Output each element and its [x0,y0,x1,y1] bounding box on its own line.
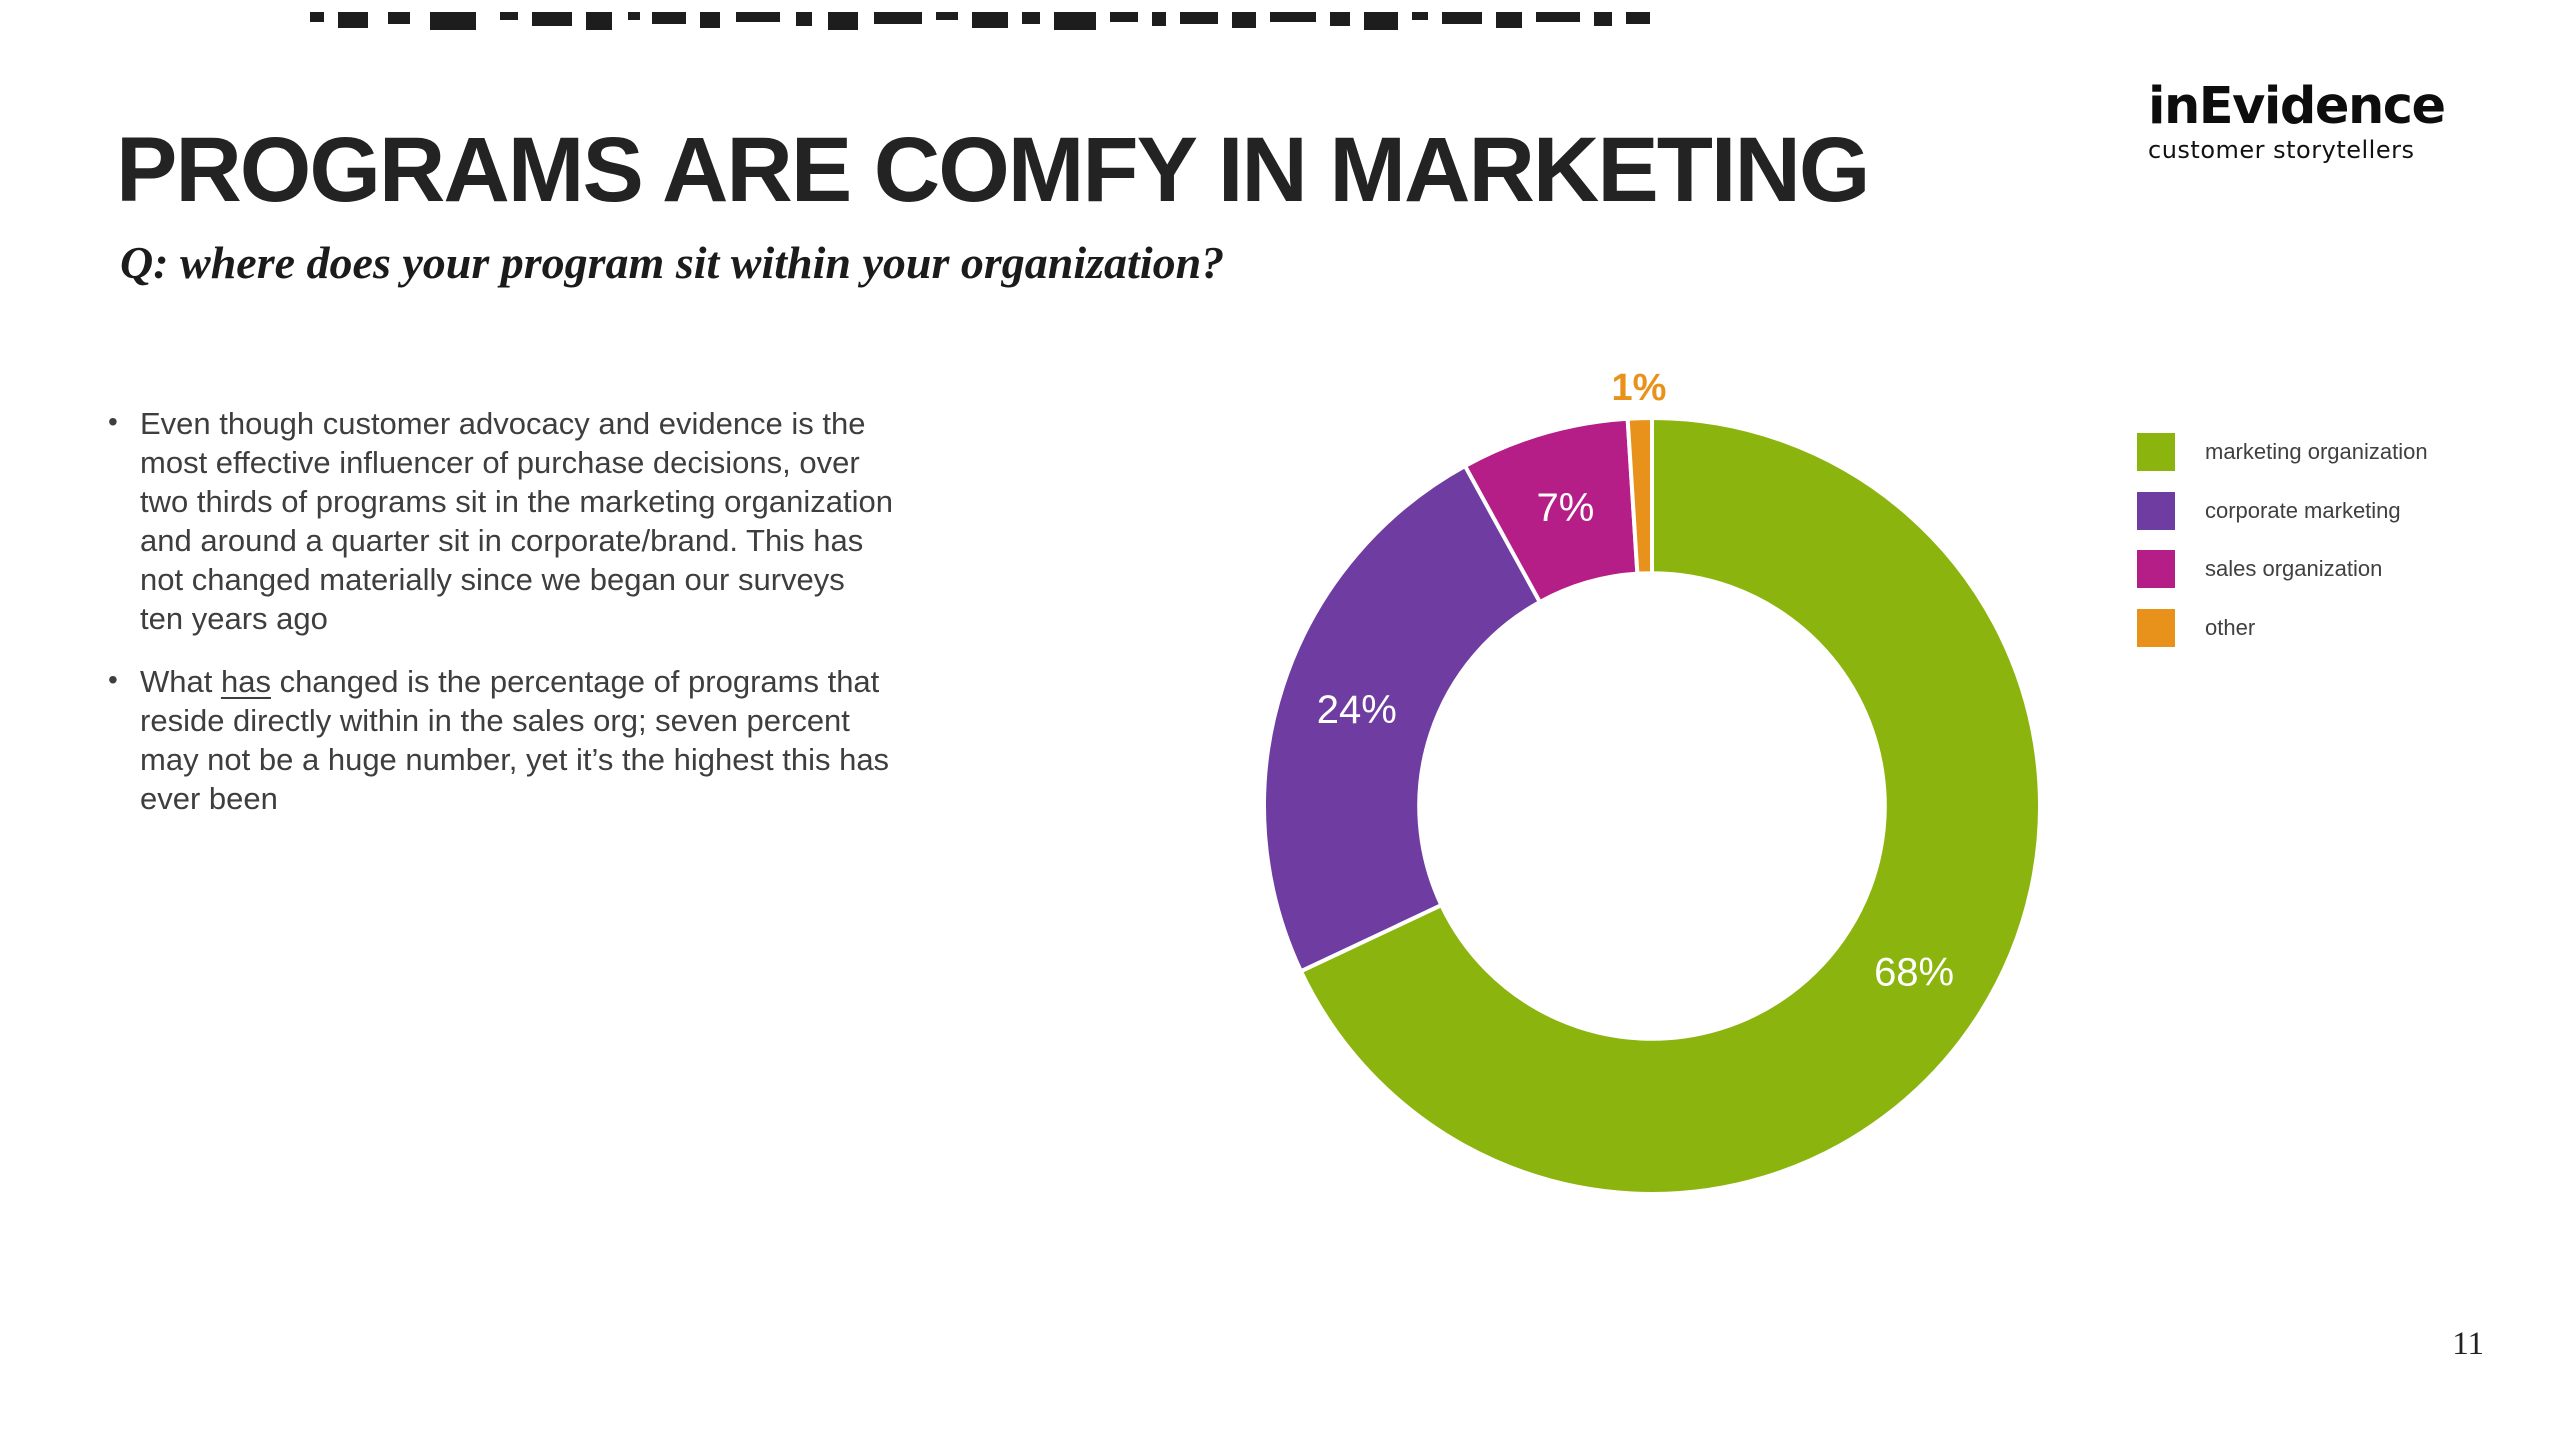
cutoff-text-dash [1232,12,1256,28]
cutoff-text-dash [652,12,686,24]
cutoff-text-dash [1594,12,1612,26]
legend-item-sales-organization: sales organization [2137,550,2537,588]
legend-swatch [2137,550,2175,588]
legend-swatch [2137,433,2175,471]
legend-item-other: other [2137,608,2537,647]
cutoff-text-dash [388,12,410,24]
bullet-dot: • [108,664,118,695]
logo: inEvidence customer storytellers [2148,77,2478,165]
legend-label: corporate marketing [2205,497,2401,523]
cutoff-text-dash [1364,12,1398,30]
logo-wordmark: inEvidence [2148,77,2446,136]
cutoff-text-dash [310,12,324,22]
legend-label: other [2205,614,2256,640]
bullet-2-text-post: changed is the percentage of programs th… [140,664,890,816]
donut-segment-corporate-marketing [1264,463,1543,974]
cutoff-text-dash [972,12,1008,28]
legend-item-corporate-marketing: corporate marketing [2137,491,2537,530]
bullet-2-text-pre: What [140,664,221,699]
page-title: PROGRAMS ARE COMFY IN MARKETING [116,119,1870,221]
legend-label: marketing organization [2205,439,2428,464]
bullet-list: • Even though customer advocacy and evide… [100,404,895,818]
cutoff-text-dash [1180,12,1218,24]
legend-item-marketing-organization: marketing organization [2137,433,2537,471]
bullet-item-2: • What has changed is the percentage of p… [100,662,895,818]
donut-data-label-7pct: 7% [1536,486,1594,530]
cutoff-text-dash [1626,12,1650,24]
page-number: 11 [2452,1326,2484,1362]
bullet-2-underlined-word: has [220,664,271,699]
donut-chart: 68% 24% 7% 1% [1264,367,2040,1194]
bullet-1-text: Even though customer advocacy and eviden… [140,406,893,636]
donut-data-label-68pct: 68% [1874,950,1954,994]
top-edge-cutoff-text-artifact [0,0,2560,40]
cutoff-text-dash [1054,12,1096,30]
cutoff-text-dash [1330,12,1350,26]
legend-label: sales organization [2205,556,2383,581]
cutoff-text-dash [1270,12,1316,22]
cutoff-text-dash [586,12,612,30]
cutoff-text-dash [500,12,518,20]
cutoff-text-dash [430,12,476,30]
donut-segment-marketing-organization [1298,415,2040,1194]
cutoff-text-dash [338,12,368,28]
legend-swatch [2137,491,2175,530]
legend-swatch [2137,608,2175,647]
cutoff-text-dash [1496,12,1522,28]
bullet-item-1: • Even though customer advocacy and evide… [100,404,895,638]
cutoff-text-dash [828,12,858,30]
donut-data-label-24pct: 24% [1317,688,1397,732]
cutoff-text-dash [736,12,780,22]
cutoff-text-dash [532,12,572,26]
chart-legend: marketing organization corporate marketin… [2137,433,2537,667]
cutoff-text-dash [1412,12,1428,20]
cutoff-text-dash [1022,12,1040,24]
cutoff-text-dash [700,12,720,28]
cutoff-text-dash [796,12,812,26]
donut-data-label-1pct: 1% [1611,367,1666,409]
logo-tagline: customer storytellers [2148,136,2415,164]
cutoff-text-dash [1536,12,1580,22]
cutoff-text-dash [874,12,922,24]
question-subtitle: Q: where does your program sit within yo… [120,237,1225,288]
bullet-dot: • [108,406,118,437]
cutoff-text-dash [1110,12,1138,22]
donut-segment-other [1625,415,1654,576]
cutoff-text-dash [936,12,958,20]
cutoff-text-dash [1152,12,1166,26]
cutoff-text-dash [628,12,640,20]
cutoff-text-dash [1442,12,1482,24]
